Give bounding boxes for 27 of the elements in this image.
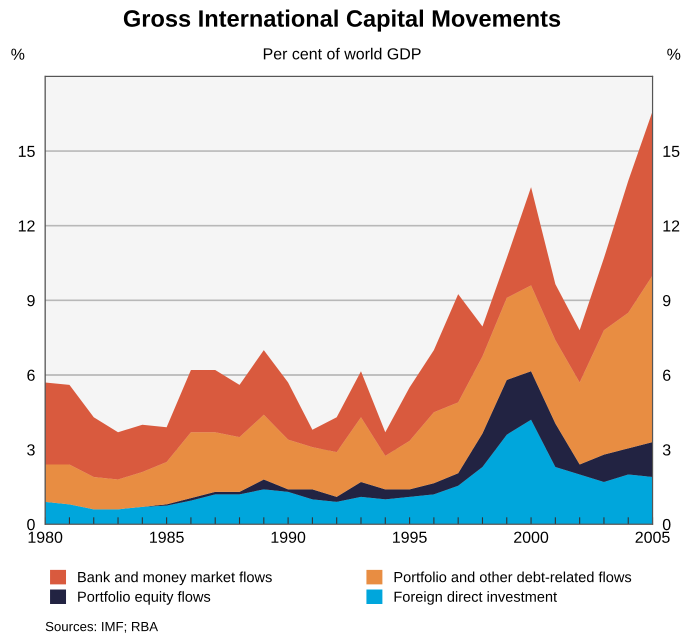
y-tick-label: 0 (27, 518, 35, 530)
y2-tick-label: 9 (663, 294, 670, 306)
y2-tick-label: 6 (663, 370, 670, 381)
x-tick-label: 1995 (393, 532, 427, 543)
legend-label: Portfolio and other debt-related flows (394, 572, 632, 582)
y-tick-label: 3 (27, 444, 35, 456)
legend-label: Portfolio equity flows (78, 591, 210, 605)
y-tick-label: 12 (18, 220, 35, 232)
y2-tick-label: 0 (662, 518, 671, 530)
y-tick-label: 9 (27, 294, 35, 306)
source-note: Sources: IMF; RBA (46, 622, 158, 633)
x-tick-label: 1990 (272, 532, 306, 543)
y-axis-title: % (11, 48, 24, 60)
y2-axis-title: % (667, 48, 680, 60)
y2-tick-label: 15 (663, 146, 680, 158)
x-tick-label: 1985 (150, 532, 184, 543)
chart-title: Gross International Capital Movements (124, 10, 560, 32)
x-tick-label: 2005 (636, 532, 670, 543)
y-tick-label: 15 (18, 146, 35, 158)
chart-subtitle: Per cent of world GDP (264, 48, 421, 60)
x-tick-label: 1980 (28, 532, 62, 543)
y-tick-label: 6 (27, 370, 35, 381)
y2-tick-label: 3 (662, 444, 670, 456)
legend-label: Foreign direct investment (394, 591, 557, 605)
y2-tick-label: 12 (663, 220, 680, 232)
x-tick-label: 2000 (514, 532, 548, 543)
legend-label: Bank and money market flows (78, 572, 272, 586)
